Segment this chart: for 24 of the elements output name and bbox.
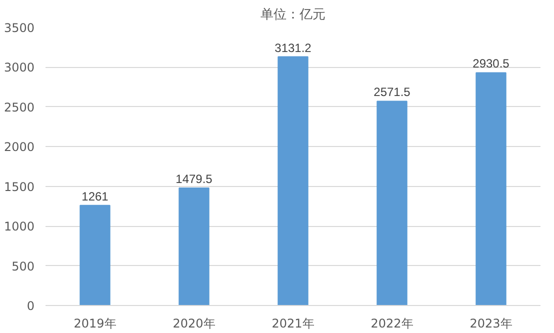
data-label: 3131.2 [274,40,312,55]
data-label: 1479.5 [176,172,213,186]
x-tick-label: 2020年 [172,316,216,330]
x-tick-label: 2021年 [272,316,314,330]
y-tick-label: 2000 [4,140,35,154]
chart-title: 单位：亿元 [260,8,326,22]
bar [476,72,506,306]
x-tick-label: 2023年 [470,316,512,330]
data-label: 2571.5 [374,85,411,100]
x-tick-label: 2022年 [370,316,414,330]
bar [80,204,110,306]
y-tick-label: 1000 [4,220,35,234]
y-tick-label: 2500 [4,100,35,114]
y-tick-label: 500 [12,259,34,274]
y-tick-label: 0 [26,299,35,313]
bar [278,56,308,306]
y-tick-label: 1500 [4,180,35,194]
bar [376,100,408,306]
data-label: 1261 [82,189,109,204]
bar [178,187,210,306]
data-label: 2930.5 [472,56,510,71]
y-tick-label: 3500 [4,21,35,35]
y-tick-label: 3000 [4,60,35,75]
x-tick-label: 2019年 [74,316,116,330]
